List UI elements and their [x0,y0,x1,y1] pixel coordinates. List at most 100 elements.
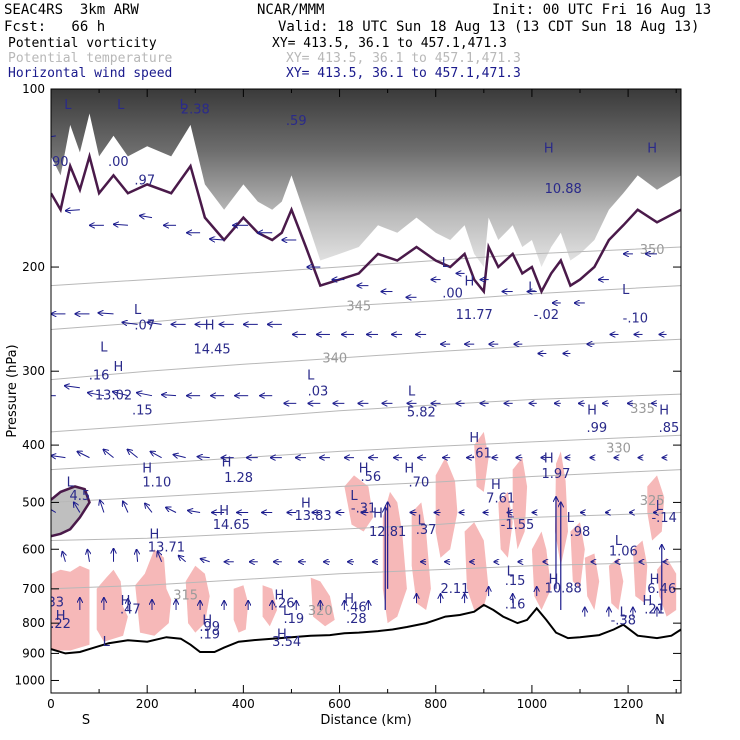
extremum-label: H [202,614,212,629]
isentrope-label: 325 [640,494,665,509]
cloud-region [647,475,665,541]
wind-vector [128,450,138,459]
pv-contour-line [51,485,91,538]
extremum-label: H [544,141,554,156]
extremum-label: H [469,431,479,446]
extremum-label: H [205,318,215,333]
legend-potential-temperature: Potential temperature [8,51,173,66]
extremum-label: .00 [442,286,463,301]
extremum-label: H [219,504,229,519]
wind-vector [137,550,138,562]
cloud-region [474,431,489,492]
extremum-label: H [359,461,369,476]
extremum-label: L [67,476,75,491]
organization-label: NCAR/MMM [257,2,325,18]
isentrope-line [51,469,681,503]
x-tick-label: 600 [328,697,351,711]
extremum-label: -.10 [623,311,648,326]
legend-horizontal-wind-speed: Horizontal wind speed [8,66,173,81]
wind-vector [140,216,153,218]
extremum-label: .97 [134,173,155,188]
cloud-region [584,553,600,610]
wind-vector [198,457,210,458]
extremum-label: L [620,606,628,621]
cloud-region [555,451,568,566]
wind-vector [100,500,105,513]
extremum-label: L [283,604,291,619]
extremum-label: H [142,461,152,476]
wind-vector [77,452,90,459]
wind-vector [137,393,153,396]
extremum-label: .00 [108,155,129,170]
extremum-label: H [364,78,374,93]
wind-vector [66,210,80,211]
extremum-label: L [442,256,450,271]
cloud-region [608,557,624,610]
extremum-label: H [277,628,287,643]
extremum-label: 2.11 [440,582,469,597]
cloud-region [435,457,458,558]
extremum-label: .22 [50,617,71,632]
extremum-label: H [301,497,311,512]
extremum-label: .99 [586,421,607,436]
extremum-label: 5.82 [407,406,436,421]
extremum-label: L [507,506,515,521]
cloud-region [464,522,489,610]
isentrope-line [51,338,681,381]
cloud-region [96,569,128,642]
y-tick-label: 100 [22,82,45,96]
wind-vector [74,502,81,513]
extremum-label: .59 [286,114,307,129]
y-tick-label: 900 [22,646,45,660]
extremum-label: .07 [134,318,155,333]
x-tick-label: 1200 [613,697,644,711]
extremum-label: .46 [346,601,367,616]
extremum-label: 10.88 [545,581,582,596]
legend-potential-vorticity: Potential vorticity [8,36,157,51]
extremum-label: 33 [48,596,65,611]
wind-vector [151,452,162,459]
isentrope-line [51,393,681,433]
y-axis-title: Pressure (hPa) [5,344,20,437]
extremum-label: .47 [120,602,141,617]
extremum-label: .61 [471,447,492,462]
extremum-label: 14.65 [213,518,250,533]
x-tick-label: 200 [136,697,159,711]
cloud-region [51,565,90,651]
wind-vector [65,386,80,388]
valid-time-label: Valid: 18 UTC Sun 18 Aug 13 (13 CDT Sun … [278,19,700,35]
legend-horizontal-wind-speed-xy: XY= 413.5, 36.1 to 457.1,471.3 [286,66,521,81]
extremum-label: L [100,341,108,356]
extremum-label: L [134,303,142,318]
extremum-label: 13.71 [148,540,185,555]
wind-vector [179,556,186,563]
extremum-label: .70 [409,476,430,491]
extremum-label: L [307,369,315,384]
cloud-region [512,457,528,550]
isentrope-label: 340 [322,351,347,366]
y-tick-label: 400 [22,438,45,452]
isentrope-label: 315 [173,589,198,604]
cloud-region [233,585,249,633]
extremum-label: 3.54 [272,635,301,650]
extremum-label: H [150,527,160,542]
wind-vector [99,313,114,314]
wind-vector [113,392,129,397]
x-axis-title: Distance (km) [320,713,411,728]
wind-vector [88,393,104,396]
cloud-region [411,502,431,610]
extremum-label: L [507,565,515,580]
extremum-label: .98 [570,525,591,540]
cloud-region [570,522,585,589]
extremum-label: .28 [346,612,367,627]
extremum-label: H [642,594,652,609]
wind-vector [123,322,138,324]
extremum-label: 1.28 [224,471,253,486]
extremum-label: L [180,98,188,113]
wind-vector [123,501,129,513]
extremum-label: H [373,506,383,521]
cloud-region [498,491,513,558]
legend-potential-vorticity-xy: XY= 413.5, 36.1 to 457.1,471.3 [272,36,507,51]
extremum-label: H [544,451,554,466]
extremum-label: H [465,275,475,290]
